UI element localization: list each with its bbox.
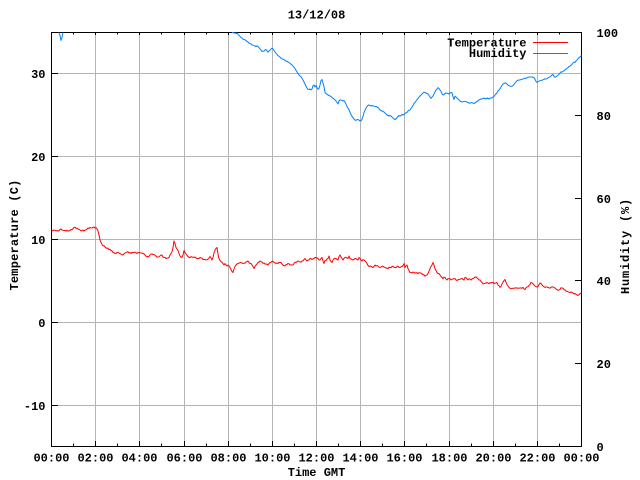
svg-text:04:00: 04:00 <box>121 452 157 466</box>
svg-text:13/12/08: 13/12/08 <box>288 9 346 23</box>
svg-text:Humidity (%): Humidity (%) <box>619 198 633 294</box>
svg-text:08:00: 08:00 <box>210 452 246 466</box>
svg-text:00:00: 00:00 <box>33 452 69 466</box>
svg-text:Humidity: Humidity <box>469 47 527 61</box>
svg-text:10:00: 10:00 <box>254 452 290 466</box>
svg-text:20: 20 <box>597 358 611 372</box>
svg-text:80: 80 <box>597 110 611 124</box>
svg-text:10: 10 <box>31 234 45 248</box>
svg-text:Time GMT: Time GMT <box>288 466 346 480</box>
svg-text:Temperature: Temperature <box>447 37 526 51</box>
svg-text:00:00: 00:00 <box>563 452 599 466</box>
svg-text:60: 60 <box>597 193 611 207</box>
svg-text:20: 20 <box>31 151 45 165</box>
svg-text:14:00: 14:00 <box>342 452 378 466</box>
svg-text:22:00: 22:00 <box>519 452 555 466</box>
svg-text:20:00: 20:00 <box>475 452 511 466</box>
svg-text:100: 100 <box>597 27 619 41</box>
svg-text:16:00: 16:00 <box>386 452 422 466</box>
svg-text:40: 40 <box>597 275 611 289</box>
svg-text:0: 0 <box>597 441 604 455</box>
svg-text:-10: -10 <box>24 400 46 414</box>
svg-text:30: 30 <box>31 68 45 82</box>
svg-text:12:00: 12:00 <box>298 452 334 466</box>
svg-text:06:00: 06:00 <box>166 452 202 466</box>
svg-text:18:00: 18:00 <box>431 452 467 466</box>
svg-text:0: 0 <box>38 317 45 331</box>
svg-text:Temperature (C): Temperature (C) <box>8 179 22 290</box>
svg-text:02:00: 02:00 <box>77 452 113 466</box>
